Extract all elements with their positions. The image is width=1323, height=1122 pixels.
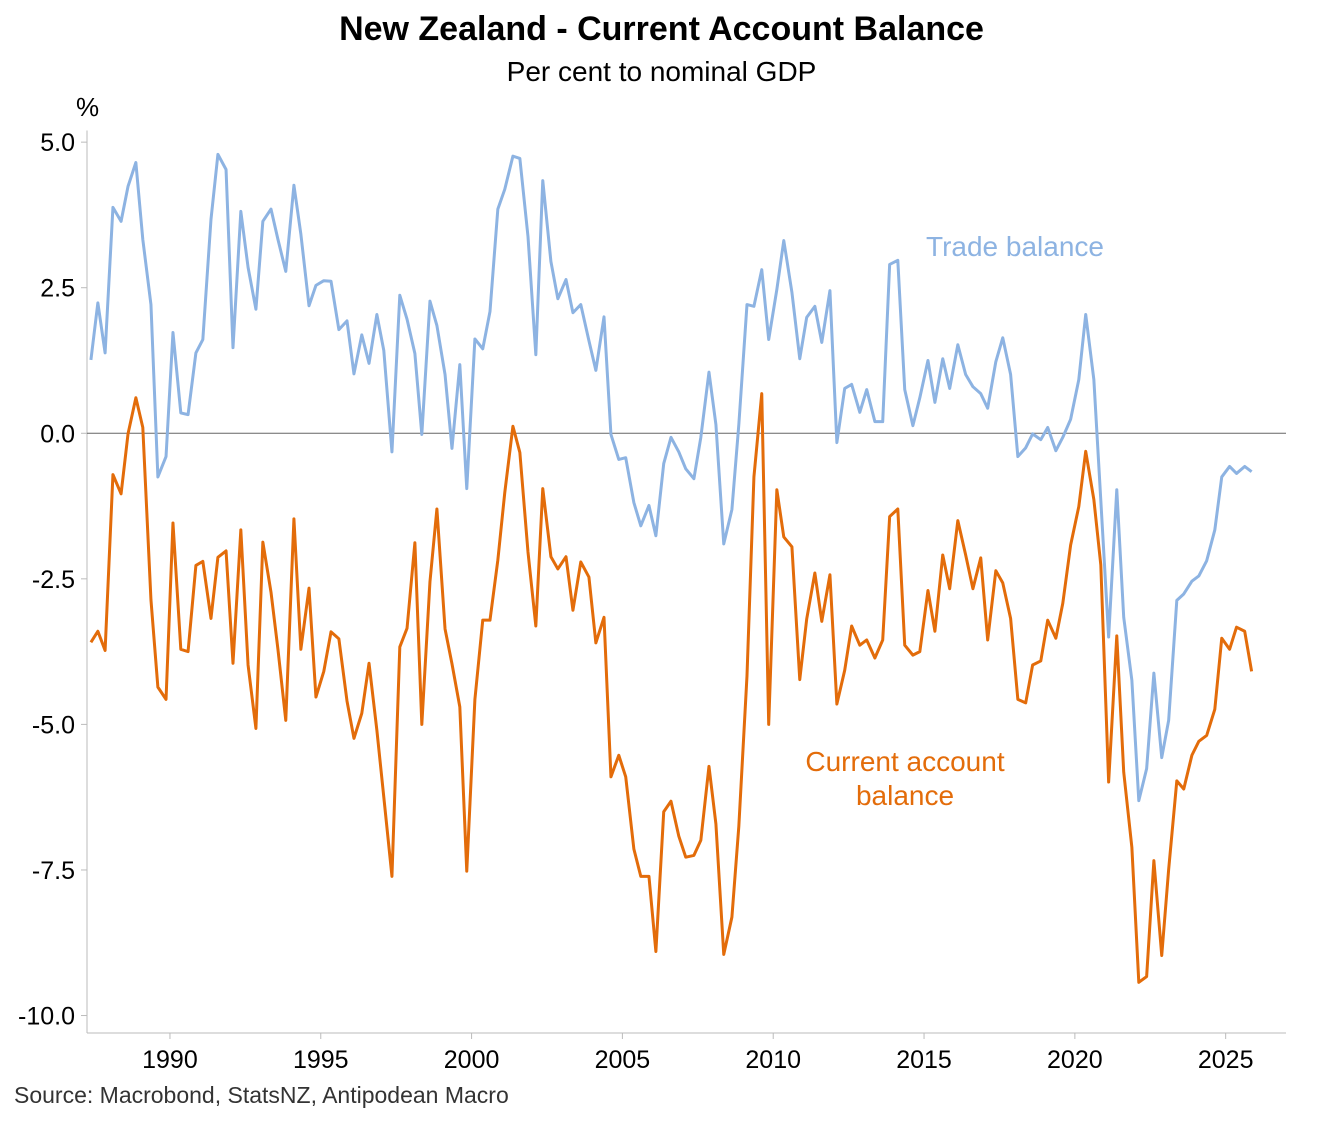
y-tick-label: 5.0 (40, 129, 75, 157)
y-tick-label: -2.5 (32, 566, 75, 594)
x-tick-label: 2005 (595, 1046, 651, 1074)
x-tick-label: 2010 (745, 1046, 801, 1074)
series-line (89, 392, 1254, 984)
x-tick-label: 2025 (1198, 1046, 1254, 1074)
y-tick-label: 0.0 (40, 420, 75, 448)
series-line (89, 152, 1253, 803)
chart-subtitle: Per cent to nominal GDP (506, 56, 817, 87)
y-tick-label: 2.5 (40, 275, 75, 303)
x-tick-label: 1990 (142, 1046, 198, 1074)
series-label: Trade balance (926, 231, 1104, 262)
y-tick-label: -5.0 (32, 711, 75, 739)
series-label: Current account balance (805, 746, 1005, 811)
x-tick-label: 2000 (444, 1046, 500, 1074)
y-tick-label: -7.5 (32, 857, 75, 885)
chart-title: New Zealand - Current Account Balance (339, 10, 984, 48)
x-tick-label: 2015 (896, 1046, 952, 1074)
source-note: Source: Macrobond, StatsNZ, Antipodean M… (14, 1082, 509, 1108)
x-tick-label: 2020 (1047, 1046, 1103, 1074)
x-tick-label: 1995 (293, 1046, 349, 1074)
y-axis-label: % (76, 92, 100, 122)
y-tick-label: -10.0 (18, 1003, 75, 1031)
